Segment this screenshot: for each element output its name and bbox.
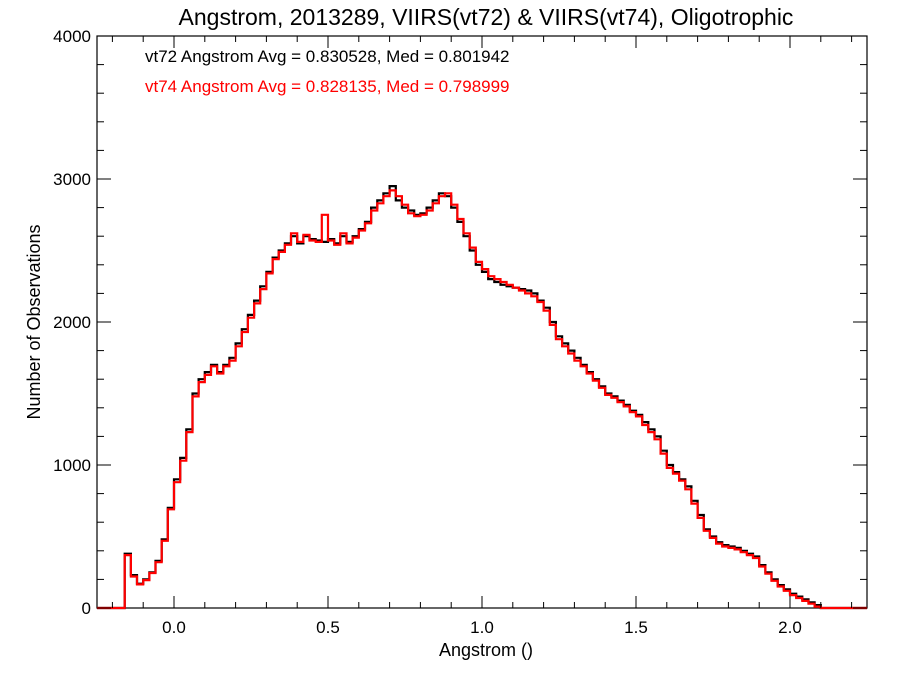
ticks-layer: 0.0 0.5 1.0 1.5 2.0 0 1000 2000 3000 4000 bbox=[53, 27, 867, 637]
x-tick-label: 2.0 bbox=[778, 618, 802, 637]
y-tick-label: 4000 bbox=[53, 27, 91, 46]
x-tick-label: 0.0 bbox=[162, 618, 186, 637]
series-line-0 bbox=[97, 185, 867, 610]
series-line-1 bbox=[97, 189, 867, 610]
y-tick-label: 3000 bbox=[53, 170, 91, 189]
y-tick-label: 2000 bbox=[53, 313, 91, 332]
plot-area bbox=[96, 35, 868, 609]
chart-title: Angstrom, 2013289, VIIRS(vt72) & VIIRS(v… bbox=[179, 4, 794, 30]
y-tick-label: 0 bbox=[82, 599, 91, 618]
x-tick-label: 1.0 bbox=[470, 618, 494, 637]
x-axis-label: Angstrom () bbox=[439, 640, 533, 660]
annotation-vt74: vt74 Angstrom Avg = 0.828135, Med = 0.79… bbox=[145, 77, 510, 96]
series-layer bbox=[97, 185, 867, 610]
y-axis-label: Number of Observations bbox=[24, 224, 44, 419]
x-tick-label: 0.5 bbox=[316, 618, 340, 637]
x-tick-label: 1.5 bbox=[624, 618, 648, 637]
annotation-vt72: vt72 Angstrom Avg = 0.830528, Med = 0.80… bbox=[145, 47, 510, 66]
y-tick-label: 1000 bbox=[53, 456, 91, 475]
